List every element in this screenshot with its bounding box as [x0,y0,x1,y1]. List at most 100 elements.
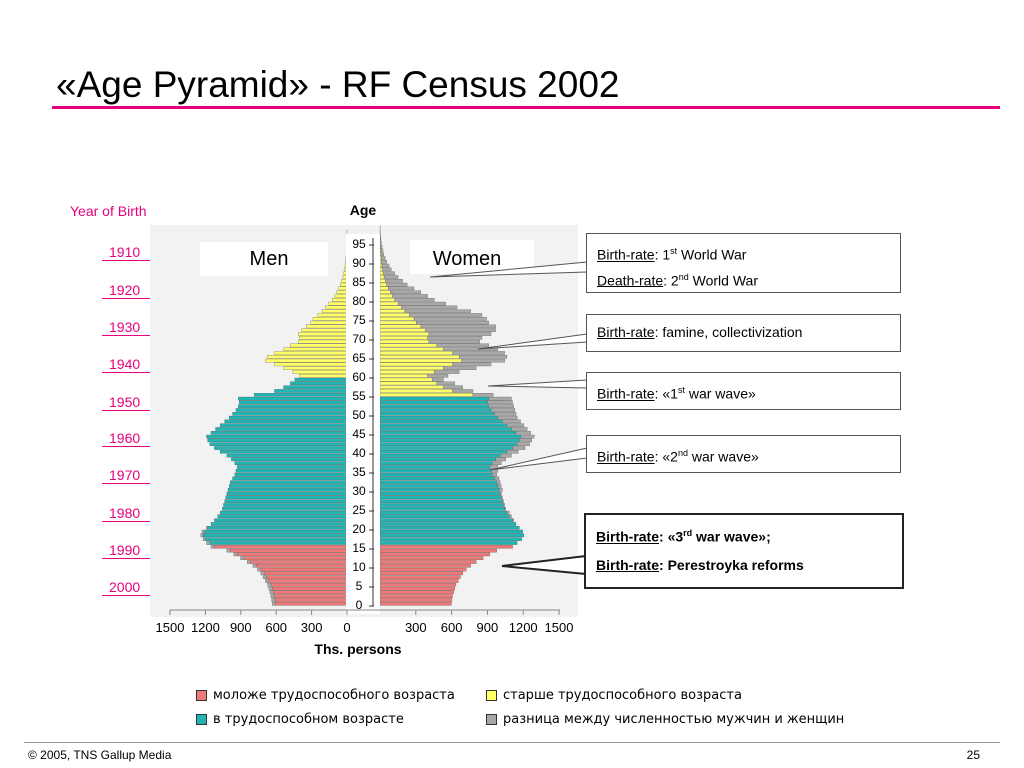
year-of-birth-label: 1960 [102,431,160,447]
women-difference-bar [381,263,390,268]
age-tick-label: 65 [352,351,366,365]
women-difference-bar [452,362,492,367]
callout-box: Birth-rate: «3rd war wave»; Birth-rate: P… [584,513,904,589]
women-difference-bar [459,355,508,359]
women-difference-bar [487,400,513,405]
men-difference-bar [268,586,273,591]
men-bar [207,438,348,443]
women-bar [379,484,499,488]
callout-term: Death-rate [597,272,664,289]
women-bar [379,415,499,420]
callout-text-tail: war wave» [687,448,759,465]
women-difference-bar [397,301,446,306]
men-bar [238,404,348,408]
women-bar [379,469,492,473]
x-tick-label: 600 [441,620,463,635]
callout-text: : «1 [654,385,678,402]
women-difference-bar [404,309,471,313]
men-difference-bar [269,590,274,595]
men-bar [336,290,348,294]
men-bar [294,377,348,382]
legend-label: в трудоспособном возрасте [213,712,404,727]
men-difference-bar [252,564,257,568]
women-bar [379,537,522,541]
men-difference-bar [257,567,262,572]
women-difference-bar [495,457,506,462]
men-bar [224,419,348,424]
women-bar [379,491,501,496]
men-difference-bar [233,552,238,557]
women-bar [379,571,463,576]
men-bar [306,324,348,329]
year-of-birth-label: 1930 [102,320,160,336]
x-tick-label: 1500 [156,620,185,635]
women-difference-bar [383,275,399,279]
men-bar [274,389,348,393]
callout-box: Birth-rate: «2nd war wave» [586,435,901,473]
women-difference-bar [506,450,519,454]
women-bar [379,598,453,602]
men-bar [290,343,348,348]
men-bar [265,358,348,363]
callout-pointer [489,447,588,471]
x-tick-label: 1200 [191,620,220,635]
men-difference-bar [247,560,251,564]
women-difference-bar [461,358,505,363]
year-of-birth-label: 1970 [102,468,160,484]
men-bar [214,446,348,450]
age-tick-label: 80 [352,294,366,308]
women-bar [379,271,384,275]
men-bar [225,495,348,500]
women-bar [379,522,517,526]
women-difference-bar [390,290,421,294]
women-difference-bar [492,461,502,465]
women-difference-bar [380,241,382,245]
age-tick-label: 40 [352,446,366,460]
women-bar [379,370,435,374]
women-difference-bar [382,267,392,272]
men-difference-bar [262,575,267,579]
men-bar [298,339,348,344]
women-difference-bar [443,347,499,351]
women-bar [379,442,518,446]
callout-term: Birth-rate [597,246,655,263]
title-underline [52,106,1000,109]
men-bar [214,545,348,549]
x-tick-label: 600 [265,620,287,635]
year-of-birth-label: 1990 [102,543,160,559]
x-tick-label: 900 [230,620,252,635]
women-bar [379,309,406,313]
women-difference-bar [499,491,502,496]
women-difference-bar [383,271,395,275]
men-bar [334,294,348,298]
men-bar [338,286,348,291]
women-difference-bar [434,370,460,374]
men-bar [232,476,348,481]
women-bar [379,450,508,454]
women-bar [379,301,399,306]
women-bar [379,419,503,424]
men-bar [283,347,348,351]
men-bar [328,301,348,306]
men-bar [292,370,348,374]
year-of-birth-label: 1920 [102,283,160,299]
women-bar [379,351,453,355]
women-bar [379,453,501,458]
age-tick-label: 0 [356,598,363,612]
callout-superscript: rd [683,528,693,538]
age-tick-labels: 0 5 10 15 20 25 30 35 40 45 50 55 60 65 70 75 80 85 90 95 [352,237,374,612]
women-difference-bar [472,393,494,397]
women-difference-bar [512,446,526,450]
year-of-birth-label: 2000 [102,580,160,596]
women-bar [379,275,385,279]
women-difference-bar [452,389,474,393]
men-bar [299,336,348,340]
callout-pointer [477,333,588,350]
women-difference-bar [416,320,489,325]
legend-label: разница между численностью мужчин и женщ… [503,712,845,727]
women-bar [379,514,510,519]
men-bars [200,229,348,606]
callout-superscript: st [677,385,685,395]
women-bar [379,282,387,287]
callout-term: Birth-rate [597,385,655,402]
